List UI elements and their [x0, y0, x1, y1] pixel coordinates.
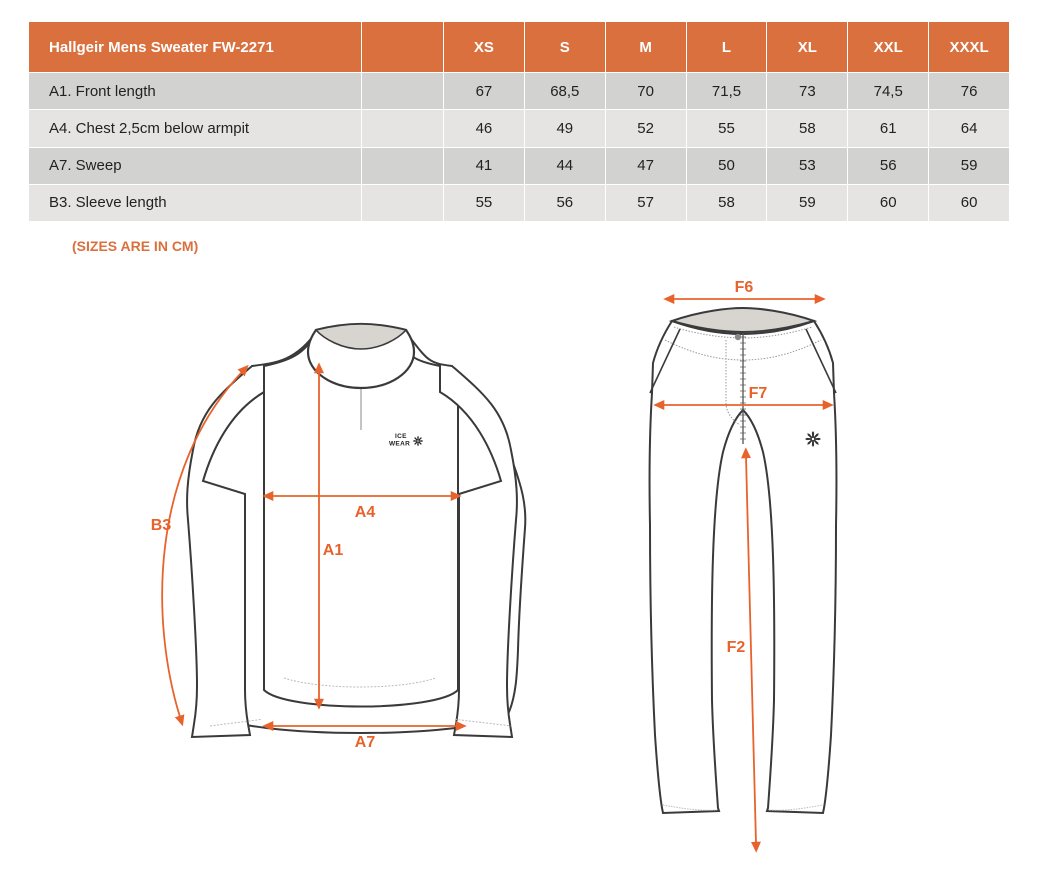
svg-text:A7: A7: [355, 734, 376, 751]
svg-text:F6: F6: [735, 279, 754, 296]
svg-text:F2: F2: [727, 639, 746, 656]
svg-text:ICE: ICE: [395, 433, 407, 440]
svg-text:A4: A4: [355, 504, 376, 521]
svg-text:B3: B3: [151, 517, 172, 534]
svg-text:WEAR: WEAR: [389, 441, 410, 448]
svg-text:F7: F7: [749, 385, 768, 402]
svg-text:A1: A1: [323, 542, 344, 559]
